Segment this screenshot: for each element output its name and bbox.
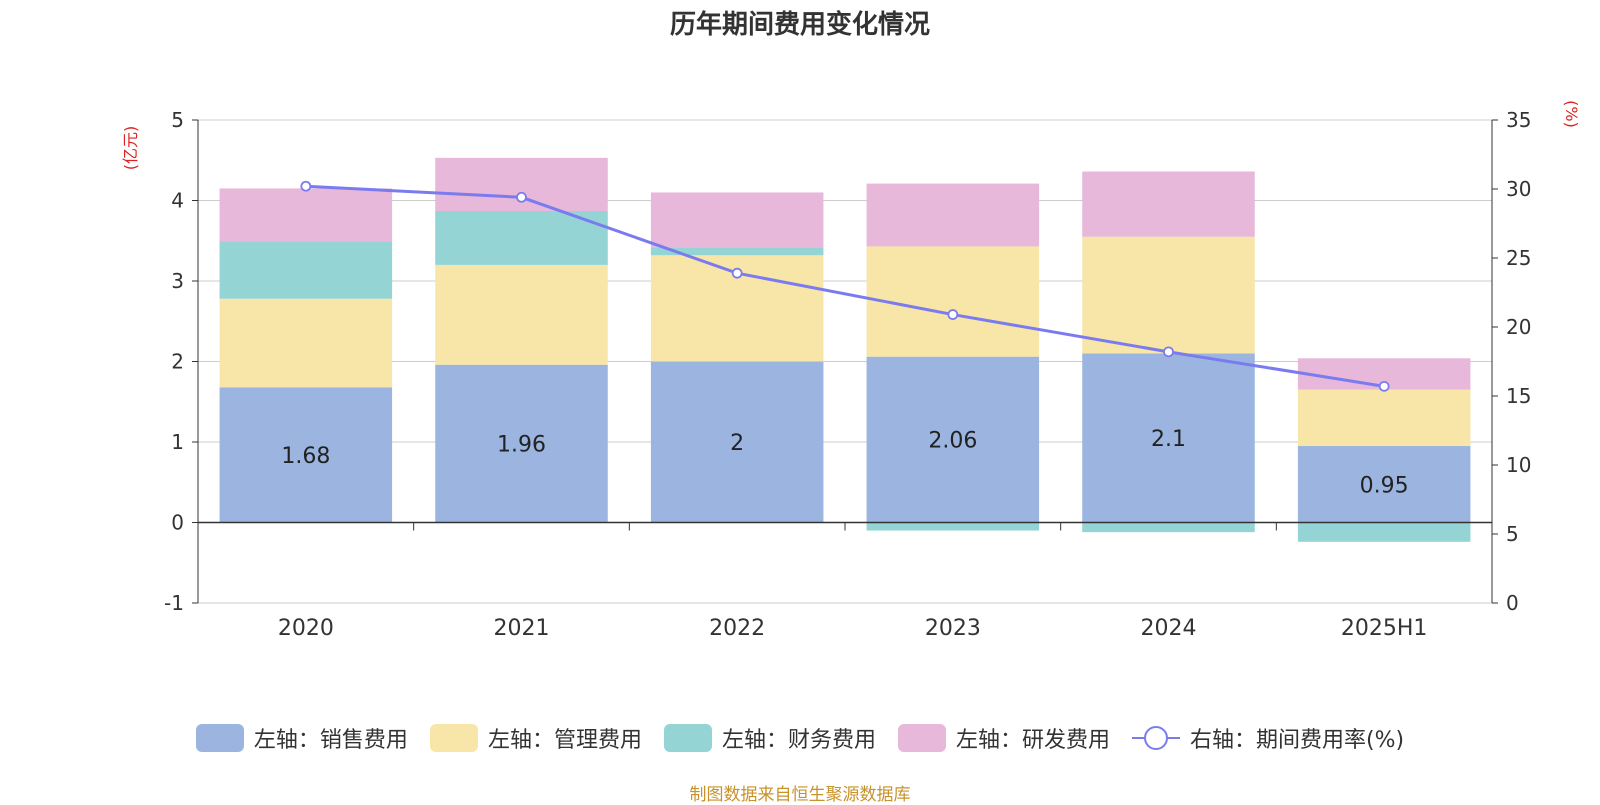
left-tick-label: 2: [171, 350, 184, 374]
bar-segment: [1082, 522, 1255, 533]
bar-segment: [866, 246, 1040, 357]
left-axis-unit: (亿元): [121, 126, 140, 171]
rate-line: [305, 184, 1385, 388]
category-label: 2025H1: [1341, 616, 1428, 641]
rate-point: [516, 191, 527, 203]
bar-segment: [435, 364, 608, 523]
legend-label: 左轴：研发费用: [955, 728, 1110, 753]
bar-segment: [435, 157, 608, 211]
right-tick-label: 0: [1506, 591, 1519, 615]
left-tick-label: 0: [171, 511, 184, 535]
legend-item[interactable]: 左轴：销售费用: [195, 722, 408, 754]
bar-segment: [1082, 171, 1255, 237]
chart-title: 历年期间费用变化情况: [669, 10, 930, 40]
bar-segment: [650, 361, 824, 523]
bar-segment: [435, 264, 608, 365]
left-tick-label: 1: [171, 430, 184, 454]
data-label: 2: [730, 431, 744, 456]
bar-segment: [650, 247, 824, 256]
data-label: 0.95: [1360, 473, 1409, 498]
legend-label: 右轴：期间费用率(%): [1189, 728, 1405, 753]
legend-label: 左轴：销售费用: [253, 728, 408, 753]
legend-item[interactable]: 右轴：期间费用率(%): [1131, 722, 1405, 754]
rate-point: [1163, 346, 1174, 358]
category-label: 2021: [494, 616, 550, 641]
right-tick-label: 20: [1506, 315, 1531, 339]
chart-legend: 左轴：销售费用 左轴：管理费用 左轴：财务费用 左轴：研发费用 右轴：期间费用率(%): [0, 722, 1600, 754]
legend-item[interactable]: 左轴：研发费用: [897, 722, 1110, 754]
data-label: 2.06: [928, 429, 977, 454]
right-tick-label: 25: [1506, 246, 1531, 270]
legend-swatch: [663, 724, 712, 752]
right-tick-label: 35: [1506, 108, 1531, 132]
bar-segment: [435, 210, 608, 265]
bar-segment: [219, 387, 393, 523]
chart-svg: -1 0 1 2 3 4 5 0 5 10 15 20 25 30 35 (亿元) (%) 2020 2021 202…: [121, 100, 1581, 641]
rate-point: [300, 180, 312, 192]
bar-segment: [219, 188, 393, 242]
rate-point: [731, 267, 743, 279]
legend-swatch: [897, 724, 946, 752]
bar-segment: [219, 298, 393, 388]
legend-line-marker: [1131, 724, 1180, 752]
bar-segment: [1297, 522, 1471, 542]
bar-segment: [1082, 353, 1255, 523]
data-source-note: 制图数据来自恒生聚源数据库: [689, 785, 911, 805]
bar-segment: [1082, 236, 1255, 354]
bar-segment: [866, 183, 1040, 247]
bar-segment: [866, 522, 1040, 531]
data-label: 1.68: [281, 444, 330, 469]
legend-item[interactable]: 左轴：财务费用: [663, 722, 876, 754]
legend-label: 左轴：财务费用: [721, 728, 876, 753]
right-axis-unit: (%): [1562, 100, 1581, 128]
bar-segment: [1297, 446, 1471, 523]
left-tick-label: 4: [171, 189, 184, 213]
right-tick-label: 30: [1506, 177, 1531, 201]
category-label: 2024: [1141, 616, 1197, 641]
right-tick-label: 15: [1506, 384, 1531, 408]
bar-segment: [650, 192, 824, 248]
bar-segment: [219, 241, 393, 299]
bar-segment: [1297, 389, 1471, 447]
legend-label: 左轴：管理费用: [487, 728, 642, 753]
left-tick-label: 5: [171, 108, 184, 132]
legend-item[interactable]: 左轴：管理费用: [429, 722, 642, 754]
left-tick-label: -1: [164, 591, 184, 615]
data-label: 2.1: [1151, 427, 1186, 452]
category-label: 2023: [925, 616, 981, 641]
rate-point: [1378, 380, 1390, 392]
category-label: 2020: [278, 616, 334, 641]
bar-segment: [866, 356, 1040, 523]
data-label: 1.96: [497, 433, 546, 458]
rate-point: [947, 309, 959, 320]
legend-swatch: [195, 724, 244, 752]
category-label: 2022: [709, 616, 765, 641]
right-tick-label: 10: [1506, 453, 1531, 477]
legend-swatch: [429, 724, 478, 752]
left-tick-label: 3: [171, 269, 184, 293]
right-tick-label: 5: [1506, 522, 1519, 546]
